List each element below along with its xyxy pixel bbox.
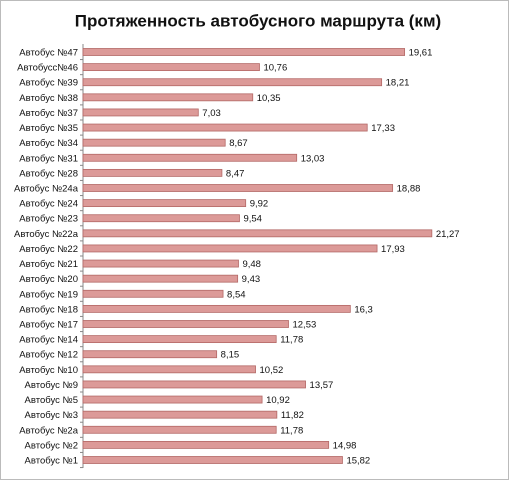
value-label: 17,93 [381, 244, 405, 255]
y-tick-label: Автобус №38 [19, 93, 78, 104]
y-tick-label: Автобус №31 [19, 153, 78, 164]
value-label: 11,78 [280, 335, 303, 346]
value-label: 18,21 [386, 78, 410, 89]
y-tick-label: Автобус №23 [19, 214, 78, 225]
value-label: 10,35 [257, 93, 281, 104]
y-tick-label: Автобус №37 [19, 108, 78, 119]
value-label: 13,03 [301, 153, 325, 164]
y-tick-label: Автобус №9 [25, 380, 78, 391]
bar [82, 320, 289, 328]
value-label: 8,67 [229, 138, 248, 149]
bar [82, 335, 277, 344]
y-tick-label: Автобус №47 [19, 48, 78, 59]
y-tick-label: Автобус №39 [19, 78, 78, 89]
bar [82, 108, 199, 117]
value-label: 13,57 [310, 380, 334, 391]
bar [82, 184, 394, 192]
bar [82, 304, 351, 313]
bar [82, 93, 254, 102]
bar [82, 274, 239, 283]
bar [82, 48, 406, 56]
y-tick-label: Автобус №24а [14, 184, 79, 195]
value-label: 10,92 [266, 395, 290, 406]
bar [82, 410, 278, 419]
value-label: 10,52 [260, 365, 284, 376]
value-label: 7,03 [202, 108, 221, 119]
bar [82, 199, 247, 208]
y-tick-label: Автобус №2а [19, 425, 78, 436]
value-label: 8,15 [221, 350, 240, 361]
y-tick-label: Автобус №18 [19, 304, 78, 315]
y-tick-label: Автобус №22а [14, 229, 79, 240]
y-tick-label: Автобус №21 [19, 259, 78, 270]
value-label: 9,48 [242, 259, 260, 270]
chart-title: Протяженность автобусного маршрута (км) [75, 11, 441, 30]
y-tick-label: Автобус №5 [25, 395, 78, 406]
bar [82, 456, 343, 464]
value-label: 11,82 [281, 410, 304, 421]
value-label: 16,3 [354, 304, 373, 315]
bar [82, 365, 256, 374]
value-label: 19,61 [409, 48, 433, 59]
y-tick-label: Автобус №3 [25, 410, 78, 421]
y-tick-label: Автобус №22 [19, 244, 78, 255]
value-label: 17,33 [371, 123, 395, 134]
bar [82, 229, 433, 238]
value-label: 14,98 [333, 440, 357, 451]
value-label: 9,43 [242, 274, 260, 285]
bar [82, 395, 263, 404]
bar [82, 244, 378, 253]
bar [82, 214, 240, 223]
value-label: 8,54 [227, 289, 246, 300]
y-tick-label: Автобус №20 [19, 274, 78, 285]
value-label: 9,92 [250, 199, 268, 210]
y-tick-label: Автобус №24 [19, 199, 78, 210]
y-tick-label: Автобус №10 [19, 365, 78, 376]
bar [82, 138, 226, 147]
value-label: 12,53 [292, 320, 316, 331]
value-label: 15,82 [346, 456, 370, 467]
value-label: 10,76 [263, 63, 287, 74]
y-tick-label: Автобус №2 [25, 440, 78, 451]
value-label: 8,47 [226, 168, 245, 179]
value-label: 18,88 [397, 184, 421, 195]
bar [82, 289, 224, 298]
value-label: 21,27 [436, 229, 460, 240]
y-tick-label: Автобус №28 [19, 168, 78, 179]
bar [82, 350, 218, 359]
y-tick-label: Автобусс№46 [17, 63, 78, 74]
bar [82, 168, 223, 177]
y-tick-label: Автобус №12 [19, 350, 78, 361]
bar [82, 259, 239, 268]
bar [82, 123, 368, 132]
y-tick-label: Автобус №1 [25, 456, 78, 467]
y-tick-label: Автобус №19 [19, 289, 78, 300]
value-label: 9,54 [243, 214, 262, 225]
bar [82, 153, 298, 162]
y-tick-label: Автобус №17 [19, 320, 78, 331]
bar [82, 380, 306, 389]
y-tick-label: Автобус №14 [19, 335, 78, 346]
value-label: 11,78 [280, 425, 303, 436]
bar [82, 63, 260, 72]
bar [82, 425, 277, 434]
bar [82, 440, 330, 449]
y-tick-label: Автобус №34 [19, 138, 78, 149]
y-tick-label: Автобус №35 [19, 123, 78, 134]
bar [82, 78, 383, 87]
